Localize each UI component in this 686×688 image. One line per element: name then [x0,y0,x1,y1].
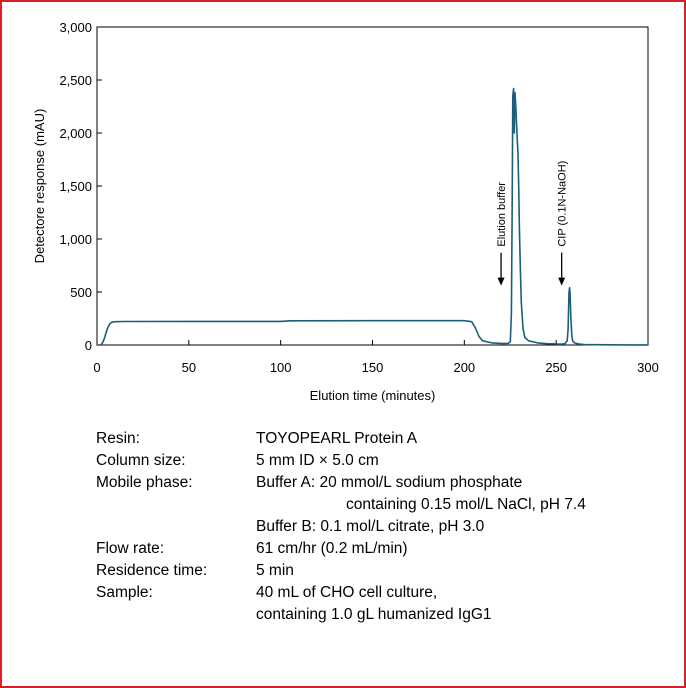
sample-value: 40 mL of CHO cell culture, [256,584,438,601]
mobile-phase-buffer-a: Buffer A: 20 mmol/L sodium phosphate [256,474,523,491]
chart-ticks: 0 50 100 150 200 250 300 0 500 1,000 1,500 2,000 2,5… [59,20,658,375]
y-axis-label: Detectore response (mAU) [32,109,47,264]
y-tick-label: 1,000 [59,232,92,247]
y-tick-label: 500 [70,285,92,300]
residence-time-value: 5 min [256,562,294,579]
annotation-arrow-head [497,277,505,286]
annotation-arrow-head [558,277,566,286]
condition-row-flow: Flow rate: 61 cm/hr (0.2 mL/min) [96,538,656,560]
resin-label: Resin: [96,430,140,447]
y-tick-label: 2,000 [59,126,92,141]
flow-rate-label: Flow rate: [96,540,165,557]
y-tick-label: 1,500 [59,179,92,194]
x-tick-label: 300 [637,360,659,375]
chromatogram-chart: 0 50 100 150 200 250 300 0 500 1,000 1,500 2,000 2,5… [32,20,659,403]
x-tick-label: 100 [270,360,292,375]
sample-value-cont: containing 1.0 gL humanized IgG1 [256,606,492,623]
sample-label: Sample: [96,584,153,601]
x-tick-label: 150 [362,360,384,375]
x-tick-label: 0 [93,360,100,375]
experimental-conditions: Resin: TOYOPEARL Protein A Column size: … [96,428,656,626]
condition-row-mobile-a-cont: containing 0.15 mol/L NaCl, pH 7.4 [96,494,656,516]
column-size-value: 5 mm ID × 5.0 cm [256,452,379,469]
elution-buffer-annotation: Elution buffer [496,182,508,247]
residence-time-label: Residence time: [96,562,208,579]
condition-row-residence: Residence time: 5 min [96,560,656,582]
x-tick-label: 250 [545,360,567,375]
chart-annotations: Elution buffer CIP (0.1N-NaOH) [496,161,569,286]
x-tick-label: 200 [453,360,475,375]
mobile-phase-buffer-a-cont: containing 0.15 mol/L NaCl, pH 7.4 [346,496,586,513]
condition-row-mobile-b: Buffer B: 0.1 mol/L citrate, pH 3.0 [96,516,656,538]
y-tick-label: 2,500 [59,73,92,88]
y-tick-label: 0 [85,338,92,353]
column-size-label: Column size: [96,452,186,469]
cip-annotation: CIP (0.1N-NaOH) [557,161,569,247]
condition-row-sample: Sample: 40 mL of CHO cell culture, [96,582,656,604]
x-tick-label: 50 [182,360,196,375]
resin-value: TOYOPEARL Protein A [256,430,418,447]
condition-row-mobile-a: Mobile phase: Buffer A: 20 mmol/L sodium… [96,472,656,494]
chromatogram-line-0 [97,87,648,346]
chart-series [97,87,648,346]
mobile-phase-buffer-b: Buffer B: 0.1 mol/L citrate, pH 3.0 [256,518,485,535]
condition-row-sample-cont: containing 1.0 gL humanized IgG1 [96,604,656,626]
mobile-phase-label: Mobile phase: [96,474,193,491]
flow-rate-value: 61 cm/hr (0.2 mL/min) [256,540,408,557]
y-tick-label: 3,000 [59,20,92,35]
condition-row-resin: Resin: TOYOPEARL Protein A [96,428,656,450]
condition-row-column: Column size: 5 mm ID × 5.0 cm [96,450,656,472]
x-axis-label: Elution time (minutes) [310,388,436,403]
